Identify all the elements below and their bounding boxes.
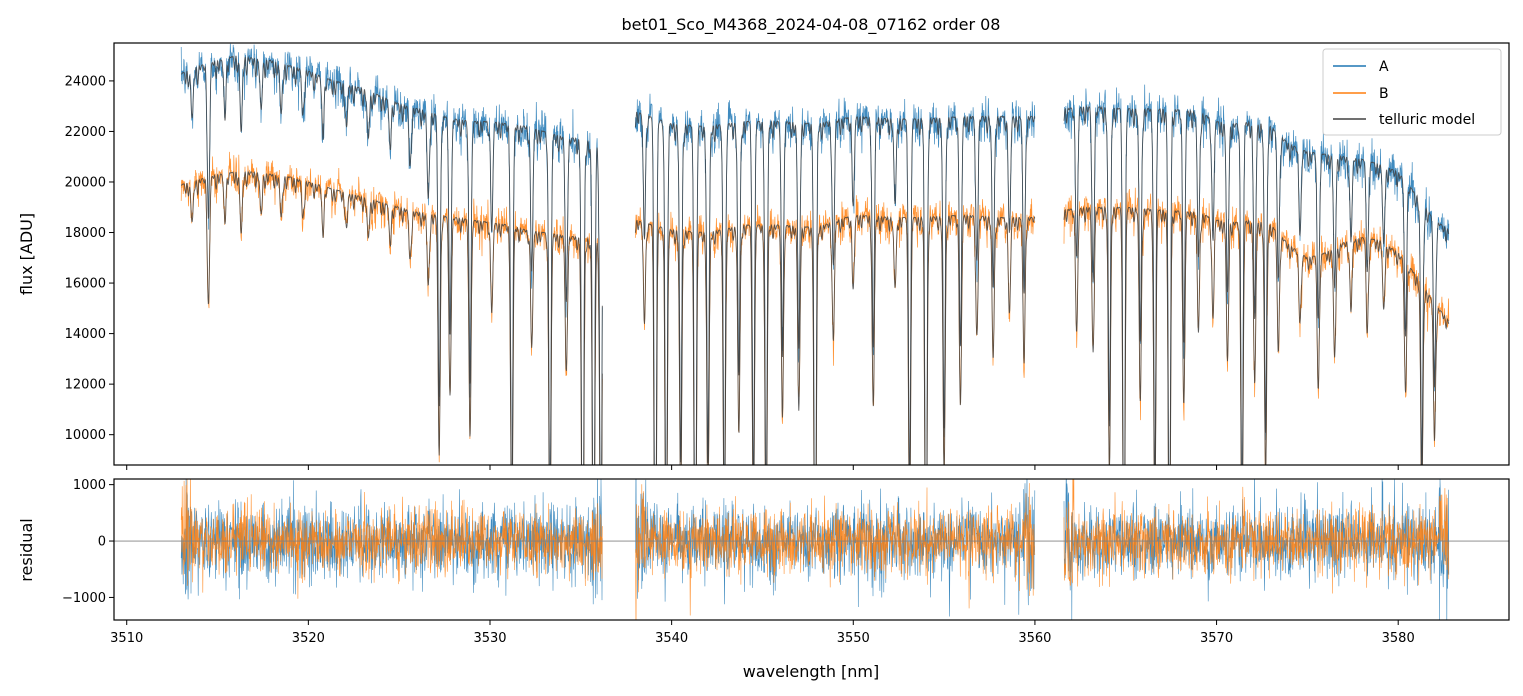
flux-series-b-segment-1 — [180, 151, 603, 465]
residual-axes-frame — [113, 478, 1510, 621]
flux-y-tick-label: 12000 — [65, 378, 106, 393]
legend-label-a: A — [1379, 59, 1389, 75]
flux-y-ticks: 10000 12000 14000 16000 18000 20000 22000 24000 — [65, 74, 114, 443]
telluric-model-b-segment-1 — [180, 170, 603, 465]
residual-y-tick-label: −1000 — [62, 591, 106, 606]
x-tick-label: 3580 — [1382, 631, 1415, 646]
residual-series-b-segment-1 — [180, 479, 603, 599]
telluric-model-a-segment-2 — [634, 111, 1036, 465]
flux-x-ticks — [126, 465, 1399, 470]
flux-y-tick-label: 20000 — [65, 175, 106, 190]
x-tick-label: 3550 — [837, 631, 870, 646]
legend: A B telluric model — [1322, 48, 1502, 136]
residual-y-tick-label: 1000 — [73, 478, 106, 493]
telluric-model-b-segment-2 — [634, 213, 1036, 465]
x-tick-label: 3540 — [655, 631, 688, 646]
x-axis-label: wavelength [nm] — [743, 662, 880, 681]
flux-y-tick-label: 24000 — [65, 74, 106, 89]
x-tick-label: 3510 — [110, 631, 143, 646]
telluric-model-a-segment-1 — [180, 55, 603, 465]
x-tick-label: 3520 — [292, 631, 325, 646]
legend-label-telluric: telluric model — [1379, 112, 1475, 128]
residual-y-ticks: −1000 0 1000 — [62, 478, 114, 606]
residual-plot-area — [114, 479, 1509, 620]
flux-y-tick-label: 14000 — [65, 327, 106, 342]
flux-series-b-segment-2 — [634, 195, 1036, 465]
residual-y-tick-label: 0 — [98, 535, 106, 550]
telluric-model-b-segment-3 — [1063, 205, 1450, 465]
flux-y-tick-label: 16000 — [65, 277, 106, 292]
legend-label-b: B — [1379, 86, 1389, 102]
legend-box — [1322, 48, 1502, 136]
x-tick-label: 3560 — [1018, 631, 1051, 646]
flux-y-tick-label: 18000 — [65, 226, 106, 241]
residual-y-axis-label: residual — [17, 518, 36, 581]
chart-title: bet01_Sco_M4368_2024-04-08_07162 order 0… — [622, 15, 1001, 35]
flux-y-tick-label: 22000 — [65, 125, 106, 140]
telluric-model-a-segment-3 — [1063, 104, 1450, 465]
x-tick-label: 3530 — [473, 631, 506, 646]
flux-y-tick-label: 10000 — [65, 428, 106, 443]
flux-panel: 10000 12000 14000 16000 18000 20000 22000 24000… — [17, 42, 1510, 470]
flux-axes-frame — [113, 42, 1510, 466]
residual-x-ticks: 3510 3520 3530 3540 3550 3560 3570 3580 — [110, 620, 1415, 646]
flux-y-axis-label: flux [ADU] — [17, 213, 36, 295]
x-tick-label: 3570 — [1200, 631, 1233, 646]
residual-series-b-segment-2 — [635, 483, 1036, 620]
flux-plot-area — [180, 43, 1450, 465]
